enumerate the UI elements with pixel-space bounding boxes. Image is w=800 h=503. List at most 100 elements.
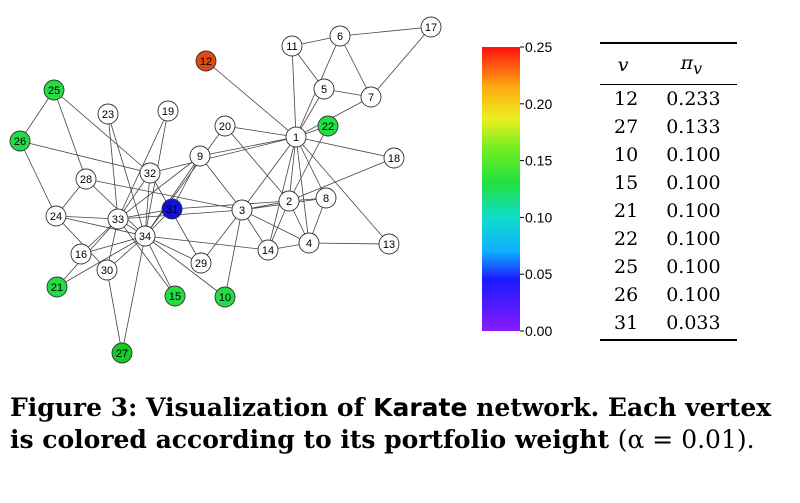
edge-3-10 <box>224 209 243 298</box>
edge-1-32 <box>149 136 297 174</box>
edge-26-32 <box>19 140 151 174</box>
cell-weight: 0.100 <box>666 199 721 222</box>
node-circle-20 <box>214 115 236 137</box>
node-circle-32 <box>139 162 161 184</box>
edge-14-34 <box>144 235 269 251</box>
node-label-23: 23 <box>102 109 114 121</box>
caption-label: Figure 3: <box>10 393 138 422</box>
node-29: 29 <box>190 252 212 274</box>
node-circle-18 <box>383 147 405 169</box>
colorbar-tick-label-0.15: 0.15 <box>525 153 552 169</box>
edge-2-31 <box>171 200 290 210</box>
edge-6-7 <box>339 35 372 98</box>
node-20: 20 <box>214 115 236 137</box>
cell-vertex: 26 <box>614 283 639 306</box>
edge-27-34 <box>121 235 146 354</box>
node-label-3: 3 <box>239 205 245 217</box>
colorbar: 0.00 0.05 0.10 0.15 0.20 0.25 <box>482 40 552 339</box>
edge-32-34 <box>144 172 151 237</box>
node-label-25: 25 <box>48 85 60 97</box>
cell-weight: 0.100 <box>666 171 721 194</box>
node-circle-24 <box>45 205 67 227</box>
node-15: 15 <box>164 285 186 307</box>
node-1: 1 <box>285 126 307 148</box>
node-circle-17 <box>420 16 442 38</box>
cell-weight: 0.100 <box>666 255 721 278</box>
edge-1-18 <box>295 136 395 159</box>
table-row: 15 0.100 <box>600 169 737 197</box>
node-circle-11 <box>281 35 303 57</box>
node-7: 7 <box>360 86 382 108</box>
edge-1-3 <box>241 136 297 211</box>
edge-3-4 <box>241 209 310 244</box>
node-circle-30 <box>96 259 118 281</box>
edge-6-17 <box>339 26 432 37</box>
table-row: 12 0.233 <box>600 84 737 113</box>
colorbar-tick-label-0.25: 0.25 <box>525 40 552 55</box>
node-circle-2 <box>278 190 300 212</box>
cell-weight: 0.100 <box>666 227 721 250</box>
header-v: v <box>600 41 647 85</box>
node-label-26: 26 <box>14 136 26 148</box>
node-33: 33 <box>107 208 129 230</box>
node-5: 5 <box>313 78 335 100</box>
table-row: 10 0.100 <box>600 141 737 169</box>
edge-1-13 <box>295 136 390 245</box>
cell-weight: 0.233 <box>666 87 721 110</box>
edge-3-29 <box>200 209 243 264</box>
cell-weight: 0.100 <box>666 143 721 166</box>
edge-23-34 <box>107 113 146 237</box>
node-6: 6 <box>329 25 351 47</box>
node-label-21: 21 <box>51 282 63 294</box>
node-label-28: 28 <box>80 174 92 186</box>
edge-28-34 <box>85 178 146 237</box>
caption-part1: Visualization of <box>146 393 365 422</box>
node-label-7: 7 <box>368 92 374 104</box>
edge-2-22 <box>288 125 329 202</box>
node-27: 27 <box>111 342 133 364</box>
figure-caption: Figure 3: Visualization of Karate networ… <box>10 392 795 456</box>
table-row: 31 0.033 <box>600 308 737 341</box>
node-circle-16 <box>70 243 92 265</box>
node-circle-25 <box>43 79 65 101</box>
cell-vertex: 10 <box>614 143 639 166</box>
edge-24-26 <box>19 140 57 217</box>
node-label-30: 30 <box>101 265 113 277</box>
colorbar-tick-label-0.00: 0.00 <box>525 323 552 339</box>
node-9: 9 <box>189 145 211 167</box>
node-label-6: 6 <box>337 31 343 43</box>
cell-vertex: 27 <box>614 115 639 138</box>
edge-23-33 <box>107 113 119 220</box>
cell-weight: 0.100 <box>666 283 721 306</box>
table-row: 21 0.100 <box>600 197 737 225</box>
node-26: 26 <box>9 130 31 152</box>
node-label-12: 12 <box>200 56 212 68</box>
node-25: 25 <box>43 79 65 101</box>
node-10: 10 <box>214 286 236 308</box>
node-label-11: 11 <box>286 41 297 53</box>
node-2: 2 <box>278 190 300 212</box>
table-row: 26 0.100 <box>600 281 737 309</box>
table-row: 25 0.100 <box>600 253 737 281</box>
node-label-5: 5 <box>321 84 327 96</box>
edge-7-17 <box>370 26 432 98</box>
edge-10-34 <box>144 235 226 298</box>
node-label-27: 27 <box>116 348 128 360</box>
node-19: 19 <box>157 100 179 122</box>
node-label-1: 1 <box>293 132 299 144</box>
node-circle-27 <box>111 342 133 364</box>
node-label-15: 15 <box>169 291 181 303</box>
node-label-24: 24 <box>50 211 62 223</box>
node-label-14: 14 <box>262 245 274 257</box>
node-circle-10 <box>214 286 236 308</box>
node-label-16: 16 <box>75 249 87 261</box>
node-label-22: 22 <box>322 121 334 133</box>
node-11: 11 <box>281 35 303 57</box>
edge-1-12 <box>205 60 297 138</box>
edge-16-34 <box>80 235 146 255</box>
node-circle-12 <box>195 50 217 72</box>
edge-1-7 <box>295 96 372 138</box>
caption-part3: (α = 0.01). <box>617 425 755 454</box>
edge-25-32 <box>53 89 151 174</box>
edge-24-30 <box>55 215 108 271</box>
